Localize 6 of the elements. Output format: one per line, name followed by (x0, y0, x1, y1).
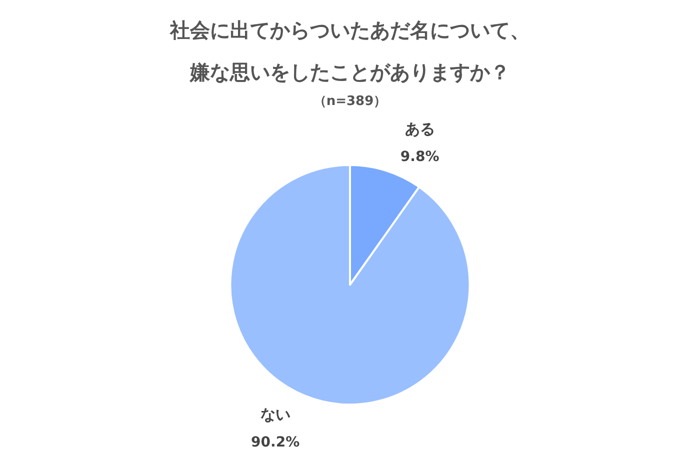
data-label: 9.8% (400, 149, 440, 166)
slice-label: ない (260, 405, 290, 424)
data-label: 90.2% (251, 434, 300, 450)
chart-subtitle: （n=389） (312, 93, 388, 111)
chart-title: 社会に出てからついたあだ名について、嫌な思いをしたことがありますか？ (168, 17, 531, 86)
slice-label: ある (404, 120, 435, 138)
